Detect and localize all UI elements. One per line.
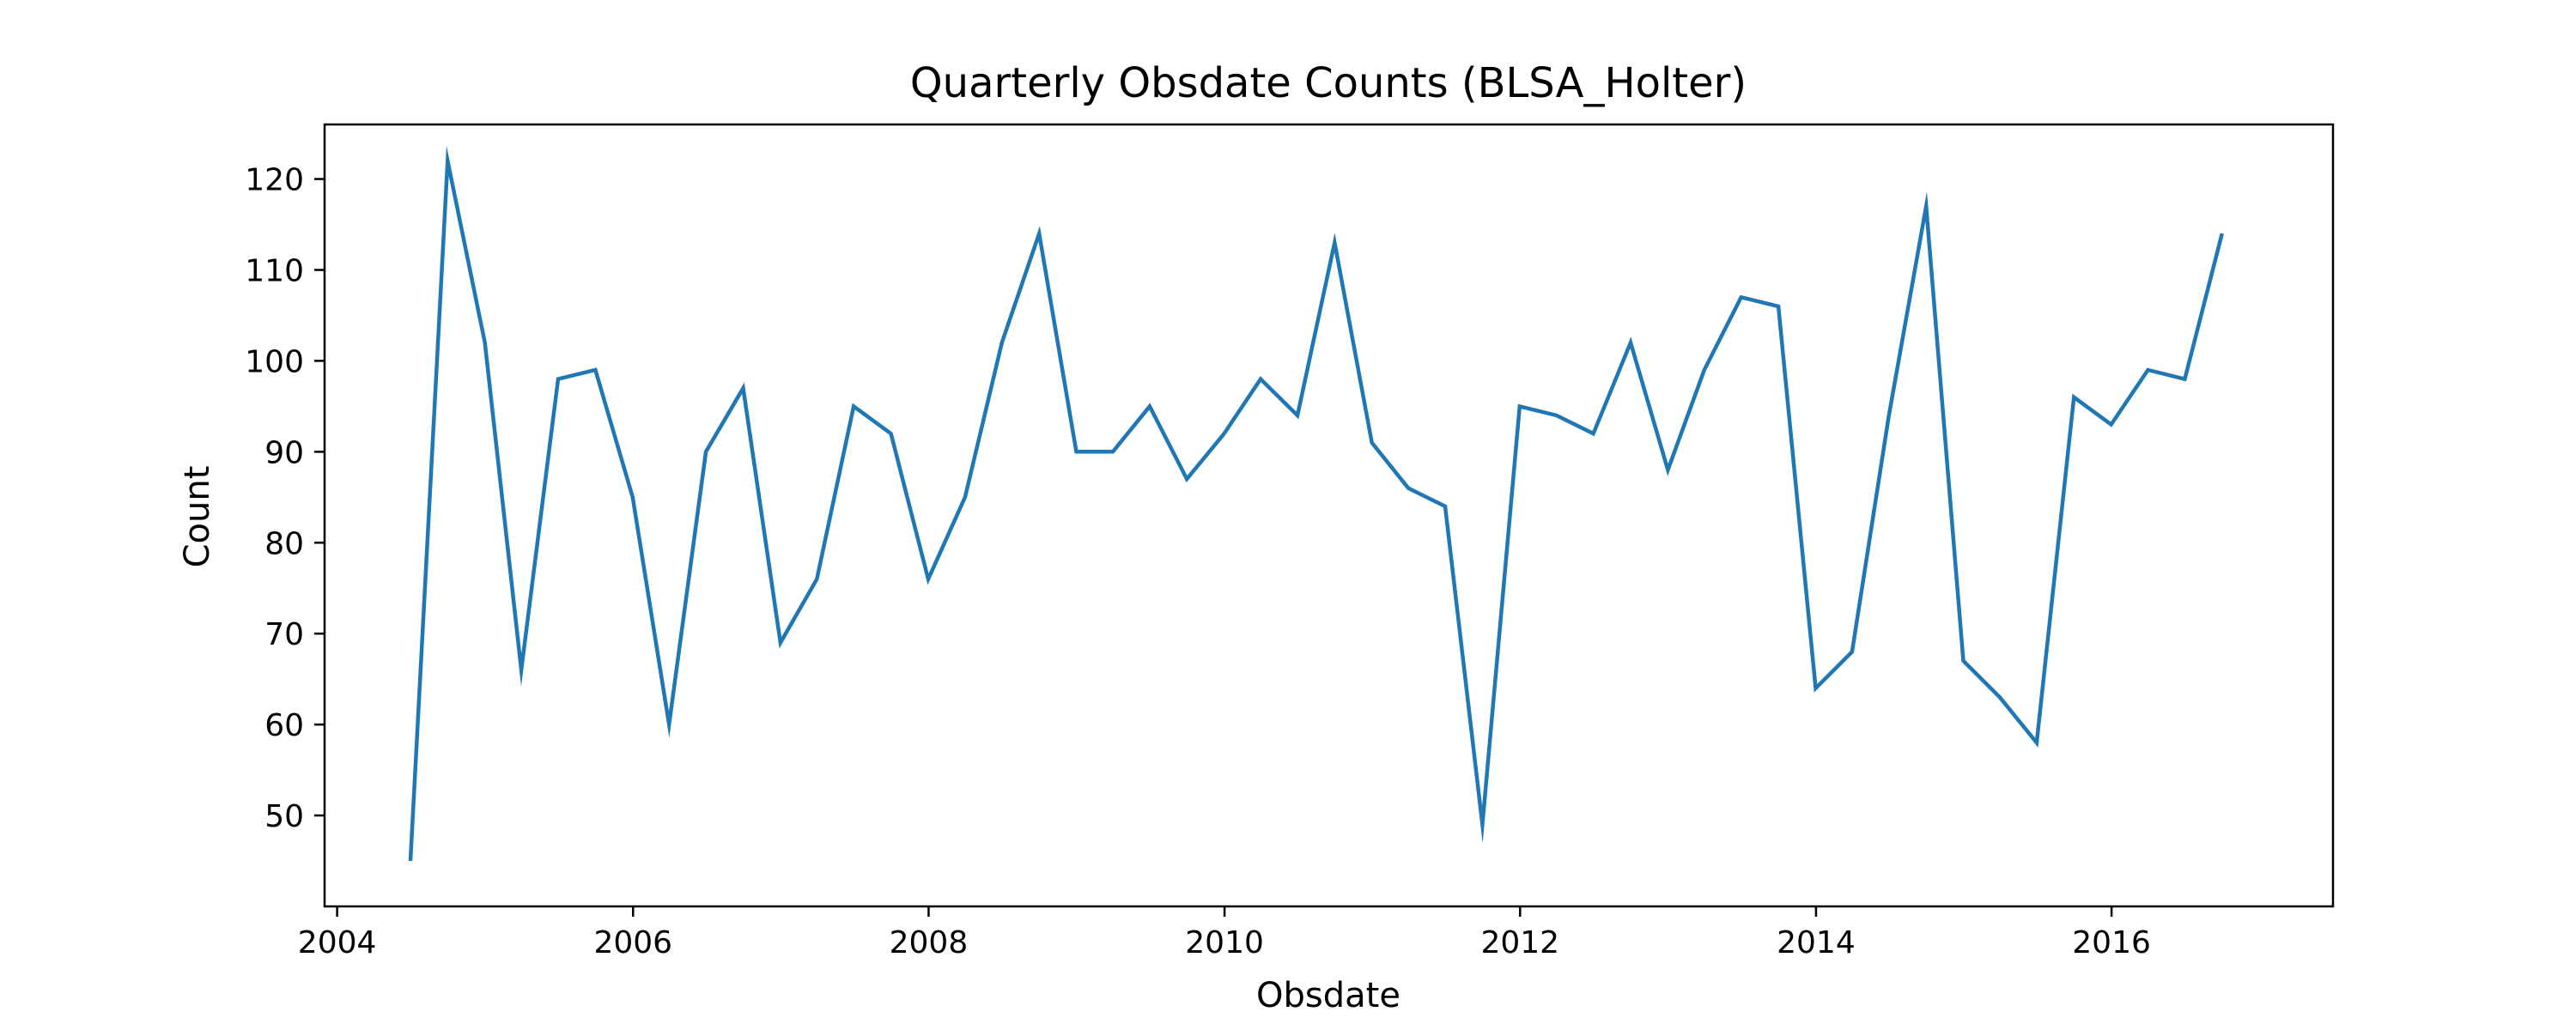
chart-title: Quarterly Obsdate Counts (BLSA_Holter) — [910, 59, 1747, 107]
y-tick-label: 100 — [245, 344, 304, 379]
x-tick-label: 2012 — [1480, 925, 1559, 960]
y-tick-label: 120 — [245, 163, 304, 198]
series-line — [408, 145, 2224, 862]
y-tick-label: 70 — [264, 617, 304, 652]
y-axis: 50 60 70 80 90 100 110 120 — [245, 163, 325, 834]
x-tick-label: 2014 — [1777, 925, 1856, 960]
y-tick-label: 90 — [264, 435, 304, 470]
y-tick-label: 80 — [264, 526, 304, 561]
x-tick-label: 2006 — [593, 925, 672, 960]
plot-frame — [323, 123, 2335, 908]
y-axis-label: Count — [178, 466, 217, 568]
x-axis-label: Obsdate — [1256, 976, 1400, 1015]
y-tick-label: 50 — [264, 799, 304, 834]
y-tick-label: 60 — [264, 708, 304, 743]
y-tick-label: 110 — [245, 253, 304, 288]
x-axis: 2004 2006 2008 2010 2012 2014 2016 — [298, 906, 2151, 960]
plot-area — [408, 145, 2224, 862]
x-tick-label: 2004 — [298, 925, 377, 960]
x-tick-label: 2008 — [890, 925, 969, 960]
x-tick-label: 2016 — [2072, 925, 2151, 960]
x-tick-label: 2010 — [1185, 925, 1264, 960]
